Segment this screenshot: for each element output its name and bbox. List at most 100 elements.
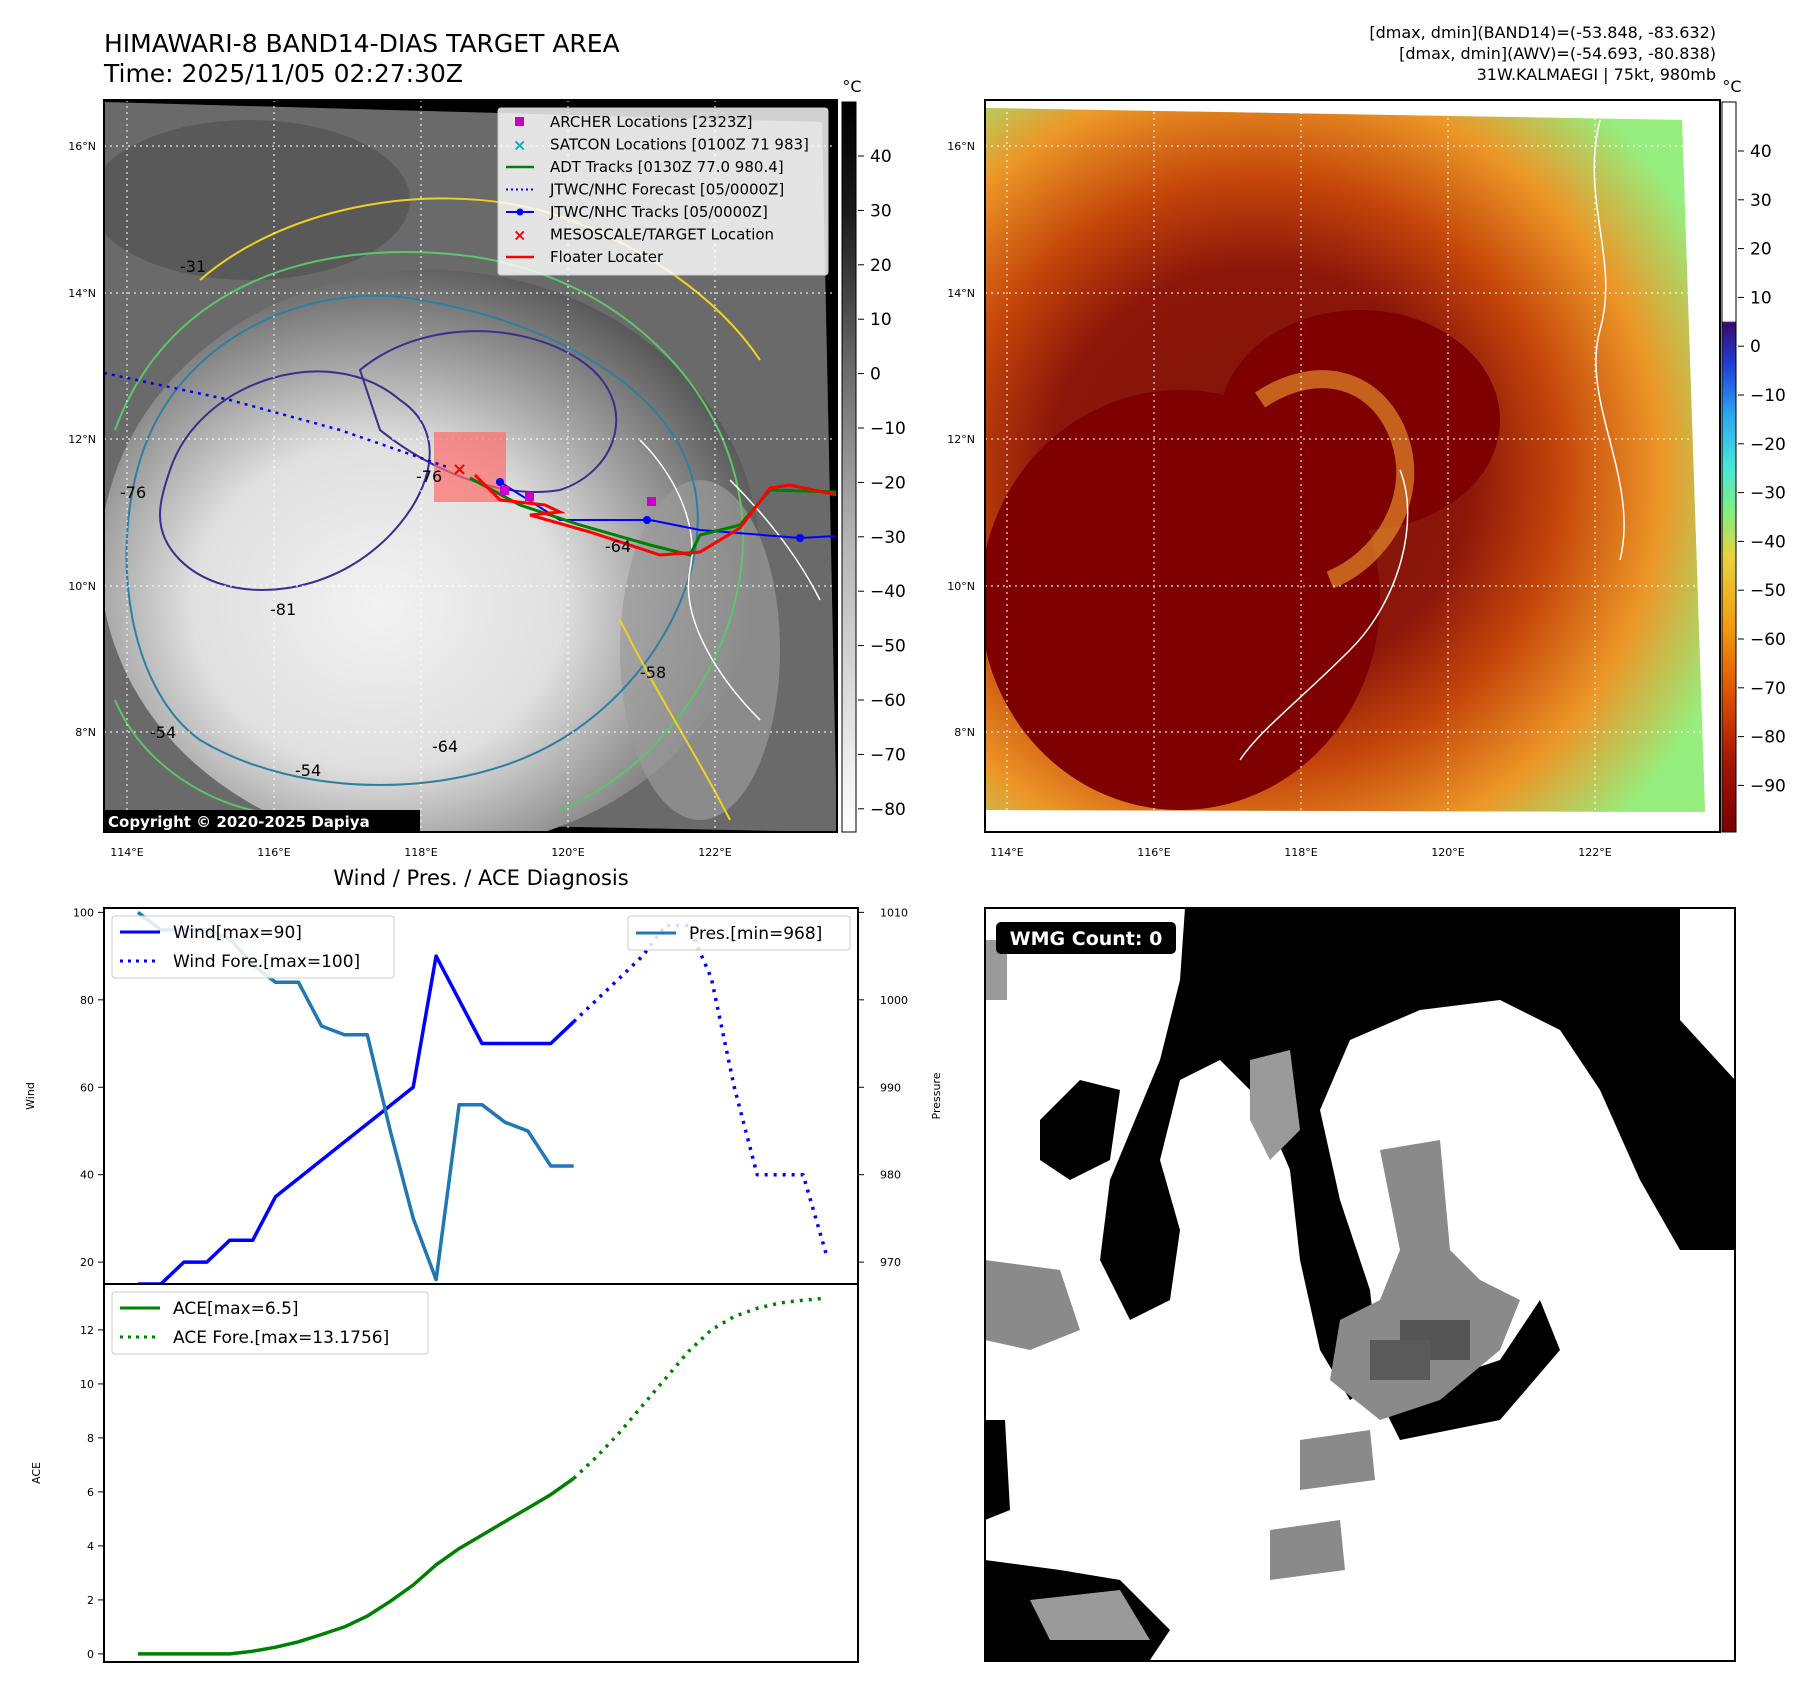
legend-label: Floater Locater [550,248,664,266]
floater-locater-track [473,473,837,557]
map-title: HIMAWARI-8 BAND14-DIAS TARGET AREA [104,29,620,58]
y2-tick-label: 980 [880,1169,901,1182]
colorbar-tick-label: −10 [1750,386,1786,406]
colorbar-tick-label: 0 [870,365,881,385]
legend-item: × MESOSCALE/TARGET Location [513,226,774,245]
lon-tick: 114°E [110,846,143,859]
colorbar-left-unit: °C [842,77,861,96]
contour-label: -31 [180,257,206,276]
legend-label: MESOSCALE/TARGET Location [550,226,774,244]
colorbar-tick-label: −30 [870,528,906,548]
wmg-count-box [996,922,1176,954]
colorbar-tick-label: 20 [870,256,892,276]
jtwc-track-points [496,478,804,542]
ace-forecast-line [572,1296,827,1480]
colorbar-tick-label: −20 [1750,435,1786,455]
legend-marker: × [513,136,526,155]
colorbar-right: °C 40 30 20 10 0 −10 −20 −30 −40 −50 −60 −70 −80 −90 [1721,77,1786,833]
contour-mid [125,294,699,786]
colorbar-left: °C 40 30 20 10 0 −10 −20 −30 −40 −50 −60 −70 −80 [841,77,906,833]
colorbar-tick-label: −90 [1750,776,1786,796]
lat-tick: 14°N [68,287,96,300]
wmg-gray-region [1250,1050,1300,1160]
info-line-2: [dmax, dmin](AWV)=(-54.693, -80.838) [1399,44,1716,63]
lon-tick: 114°E [990,846,1023,859]
y-tick-label: 20 [80,1256,94,1269]
pressure-axis-label: Pressure [930,1072,943,1119]
ir-grayscale-map: × ARCHER Locations [2323Z] × SATCON Locati… [103,99,838,833]
legend-marker [515,117,524,126]
y-tick-label: 100 [73,906,94,919]
legend-label: JTWC/NHC Forecast [05/0000Z] [549,181,784,199]
lat-tick: 8°N [75,726,96,739]
legend-item: ARCHER Locations [2323Z] [515,113,753,131]
colorbar-tick-label: −10 [870,419,906,439]
colorbar-tick-label: −70 [1750,679,1786,699]
contour-label: -64 [432,737,458,756]
lon-tick: 116°E [1137,846,1170,859]
archer-points [500,486,656,506]
colorbar-tick-label: −40 [1750,532,1786,552]
y-tick-label: 4 [87,1540,94,1553]
legend-item: JTWC/NHC Forecast [05/0000Z] [506,181,784,199]
colorbar-right-unit: °C [1722,77,1741,96]
wmg-panel: WMG Count: 0 [984,907,1736,1662]
legend-wind: Wind[max=90] [173,923,302,943]
mesoscale-marker: × [452,459,467,480]
lat-tick: 8°N [954,726,975,739]
wmg-classification-grid [985,908,1735,1660]
jtwc-forecast-track [104,371,451,470]
ace-chart: 12 10 8 6 4 2 0 ACE ACE[max=6.5] ACE Fore.[max… [30,1283,859,1663]
coastline-right [1239,469,1409,761]
legend-wind-fore: Wind Fore.[max=100] [173,952,360,972]
legend-ace: ACE[max=6.5] [173,1299,299,1319]
y2-tick-label: 990 [880,1081,901,1094]
y-tick-label: 60 [80,1081,94,1094]
y-tick-label: 2 [87,1594,94,1607]
map-legend: ARCHER Locations [2323Z] × SATCON Location… [497,107,829,276]
legend-label: ARCHER Locations [2323Z] [550,113,753,131]
wmg-black-region [1100,908,1735,1400]
colorbar-tick-label: −80 [1750,728,1786,748]
contour-label: -54 [150,723,176,742]
map-time: Time: 2025/11/05 02:27:30Z [103,59,463,88]
colorbar-tick-label: −80 [870,800,906,820]
colorbar-tick-label: 40 [870,147,892,167]
legend-label: SATCON Locations [0100Z 71 983] [550,136,809,154]
y2-tick-label: 1000 [880,994,908,1007]
info-line-3: 31W.KALMAEGI | 75kt, 980mb [1477,65,1716,84]
contour-label: -54 [295,761,321,780]
colorbar-tick-label: 30 [870,201,892,221]
legend-ace-fore: ACE Fore.[max=13.1756] [173,1328,389,1348]
pressure-legend: Pres.[min=968] [627,915,851,951]
lon-tick: 116°E [257,846,290,859]
contour-label: -81 [270,600,296,619]
map-left-lon-ticks: 114°E 116°E 118°E 120°E 122°E [110,846,731,859]
y-tick-label: 80 [80,994,94,1007]
diagnosis-title: Wind / Pres. / ACE Diagnosis [333,866,628,890]
ir-color-map [984,99,1721,833]
wind-legend: Wind[max=90] Wind Fore.[max=100] [111,915,395,979]
legend-item: ADT Tracks [0130Z 77.0 980.4] [506,158,784,176]
lat-tick: 10°N [68,580,96,593]
lon-tick: 118°E [1284,846,1317,859]
contour-outer [114,251,745,813]
lat-tick: 16°N [68,140,96,153]
ace-legend: ACE[max=6.5] ACE Fore.[max=13.1756] [111,1291,429,1355]
legend-item: JTWC/NHC Tracks [05/0000Z] [506,203,768,221]
y-tick-label: 40 [80,1169,94,1182]
lon-tick: 122°E [698,846,731,859]
y-tick-label: 6 [87,1486,94,1499]
legend-marker: × [513,226,526,245]
colorbar-tick-label: 20 [1750,240,1772,260]
colorbar-tick-label: −50 [1750,581,1786,601]
wind-pressure-chart: 100 80 60 40 20 1010 1000 990 980 970 Wind Press… [24,906,943,1285]
lon-tick: 120°E [1431,846,1464,859]
legend-label: ADT Tracks [0130Z 77.0 980.4] [550,158,784,176]
lat-tick: 10°N [947,580,975,593]
lon-tick: 120°E [551,846,584,859]
contour-label: -64 [605,537,631,556]
lat-tick: 16°N [947,140,975,153]
lon-tick: 118°E [404,846,437,859]
